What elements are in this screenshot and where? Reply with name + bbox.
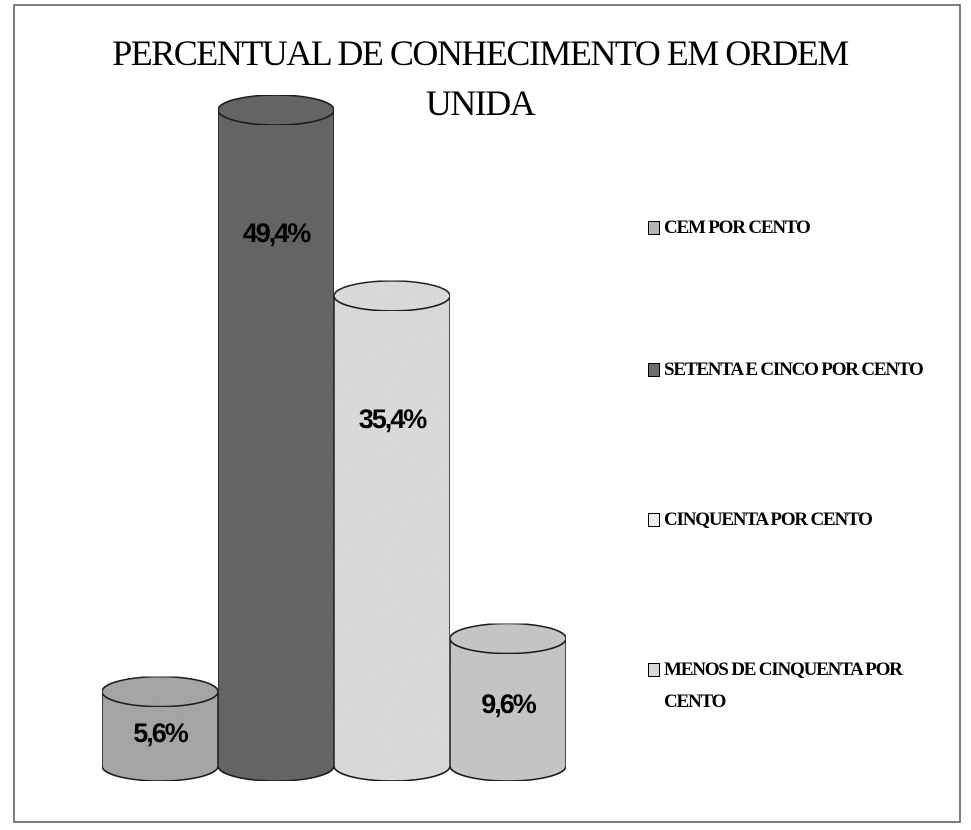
chart-frame: [13, 4, 961, 823]
legend-swatch: [648, 513, 660, 527]
legend-item: CEM POR CENTO: [648, 212, 948, 244]
value-label: 49,4%: [243, 218, 312, 248]
legend-label: MENOS DE CINQUENTA POR CENTO: [664, 659, 903, 712]
value-label: 5,6%: [133, 718, 189, 748]
legend-swatch: [648, 663, 660, 677]
legend-label: SETENTA E CINCO POR CENTO: [664, 359, 924, 380]
legend-swatch: [648, 363, 660, 377]
cylinder-top: [333, 280, 451, 312]
cylinder-body: [217, 109, 335, 782]
cylinder-body: [449, 637, 567, 782]
legend-item: MENOS DE CINQUENTA POR CENTO: [648, 654, 948, 718]
cylinder-top: [449, 622, 567, 655]
value-label: 9,6%: [481, 689, 537, 719]
cylinder-body: [333, 295, 451, 782]
cylinder-top: [101, 675, 219, 708]
legend-label: CEM POR CENTO: [664, 217, 811, 238]
value-label: 35,4%: [359, 404, 428, 434]
chart-title: PERCENTUAL DE CONHECIMENTO EM ORDEM UNID…: [112, 33, 849, 123]
legend-swatch: [648, 221, 660, 235]
legend-item: CINQUENTA POR CENTO: [648, 504, 948, 536]
legend-item: SETENTA E CINCO POR CENTO: [648, 354, 948, 386]
cylinder-top: [217, 94, 335, 126]
cylinder-body: [101, 690, 219, 782]
legend-label: CINQUENTA POR CENTO: [664, 509, 873, 530]
